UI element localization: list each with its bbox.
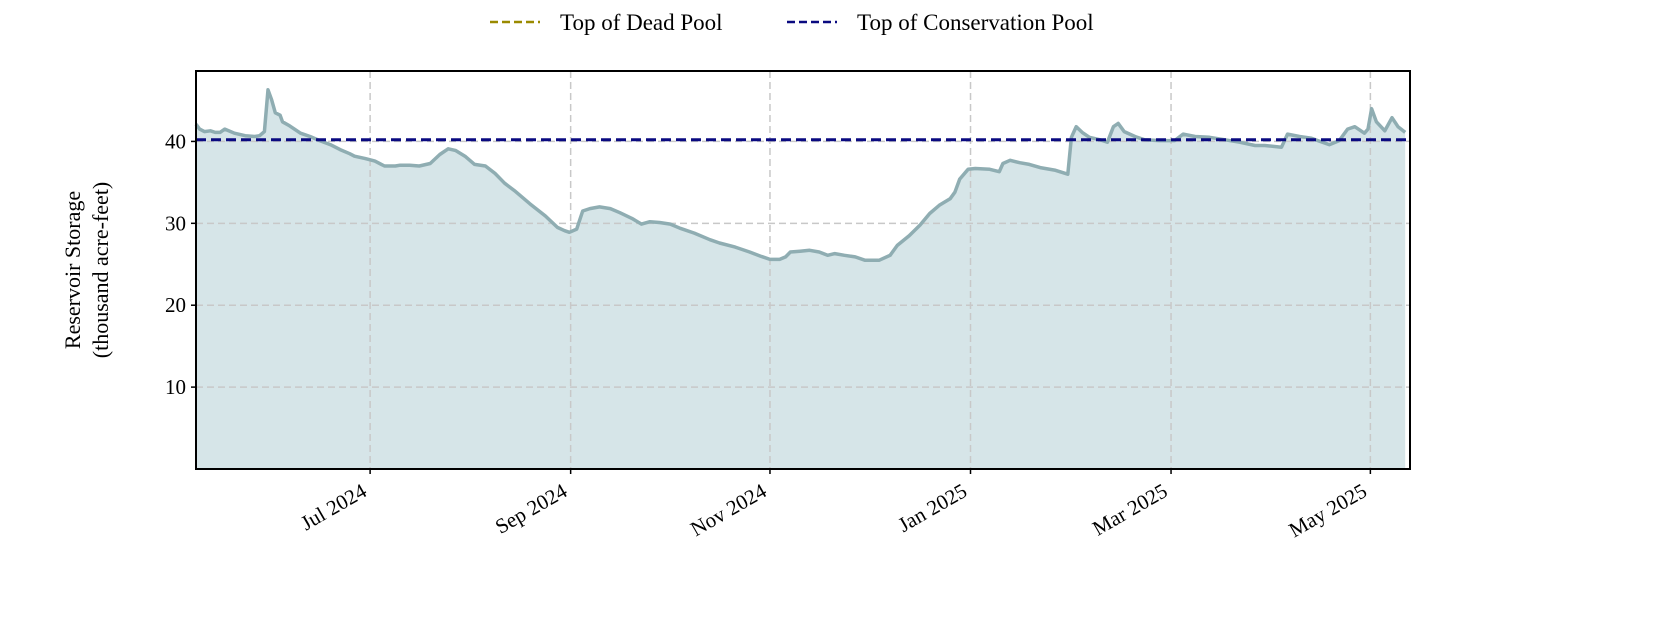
y-tick-label: 40 [165,129,186,153]
y-tick-label: 30 [165,211,186,235]
x-tick-label: Nov 2024 [686,478,771,541]
series-line [194,88,1407,262]
legend-label: Top of Conservation Pool [857,10,1094,35]
area-fill [196,89,1406,470]
y-axis-label: Reservoir Storage [60,191,85,349]
legend-label: Top of Dead Pool [560,10,723,35]
plot-frame [195,70,1411,470]
x-tick-label: Jul 2024 [296,478,371,535]
x-tick-label: Mar 2025 [1088,479,1171,541]
x-tick-label: May 2025 [1285,479,1371,543]
y-tick-label: 20 [165,293,186,317]
x-tick-label: Jan 2025 [894,479,971,537]
y-tick-label: 10 [165,375,186,399]
y-axis-label: (thousand acre-feet) [88,182,113,359]
x-tick-label: Sep 2024 [491,478,572,538]
